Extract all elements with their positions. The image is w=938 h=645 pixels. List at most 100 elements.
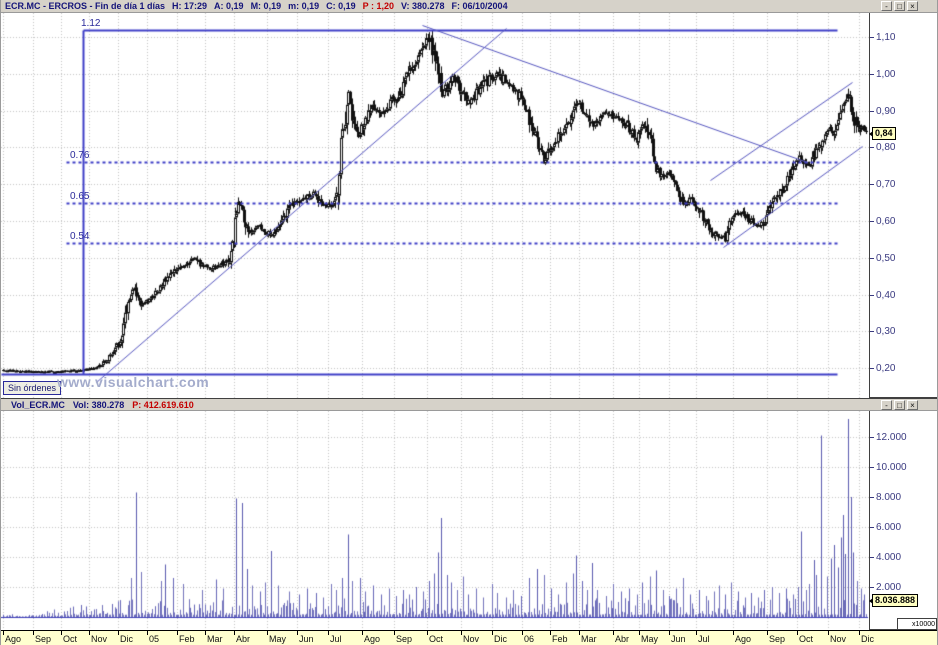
price-axis-tick-label: 0,40 (876, 289, 896, 301)
time-axis-label: Dic (120, 634, 133, 644)
price-axis-tickmark (870, 73, 874, 75)
time-axis-tickmark (297, 631, 298, 635)
close-icon[interactable]: × (907, 1, 918, 11)
volume-axis-tick-label: 6.000 (876, 522, 902, 533)
last-volume-marker: 8.036.888 (868, 594, 919, 607)
drawn-level-label: 1.12 (81, 18, 101, 29)
price-axis-tickmark (870, 147, 874, 149)
price-axis-tick-label: 0,20 (876, 363, 896, 375)
time-axis-tickmark (234, 631, 235, 635)
volume-axis-tick-label: 12.000 (876, 432, 907, 443)
sin-ordenes-button[interactable]: Sin órdenes (3, 381, 62, 395)
maximize-icon[interactable]: □ (894, 400, 905, 410)
time-axis-tickmark (147, 631, 148, 635)
maximize-icon[interactable]: □ (894, 1, 905, 11)
drawn-level-label: 0.76 (70, 150, 90, 161)
price-axis-tickmark (870, 221, 874, 222)
volume-axis-tick-label: 10.000 (876, 462, 907, 473)
time-axis-tickmark (328, 631, 329, 635)
time-axis-label: 05 (149, 634, 160, 644)
volume-series-name: Vol_ECR.MC (11, 399, 65, 410)
time-axis-label: Dic (494, 634, 507, 644)
time-axis-tickmark (639, 631, 640, 635)
time-axis-tickmark (613, 631, 614, 635)
time-axis-label: Sep (35, 634, 52, 644)
quote-open: A: 0,19 (214, 1, 244, 11)
time-axis-tickmark (61, 631, 62, 635)
time-axis-label: Mar (207, 634, 223, 644)
time-axis-label: Ago (364, 634, 381, 644)
quote-high: M: 0,19 (250, 1, 282, 11)
quote-p: P : 1,20 (362, 1, 394, 11)
time-axis-label: Ago (5, 634, 22, 644)
time-axis-label: Dic (861, 634, 874, 644)
volume-p-value: P: 412.619.610 (132, 399, 194, 410)
time-axis-label: Jun (671, 634, 686, 644)
price-axis-separator (869, 13, 870, 397)
time-axis-label: Oct (429, 634, 444, 644)
time-axis-tickmark (461, 631, 462, 635)
minimize-icon[interactable]: - (881, 1, 892, 11)
volume-axis-tickmark (870, 557, 874, 558)
time-axis-tickmark (267, 631, 268, 635)
time-axis-tickmark (859, 631, 860, 635)
volume-axis-tickmark (870, 467, 874, 468)
price-axis-tickmark (870, 294, 874, 296)
volume-axis-separator (869, 411, 870, 629)
volume-axis-tick-label: 2.000 (876, 582, 902, 593)
volume-axis-tickmark (870, 527, 874, 528)
time-axis-tickmark (177, 631, 178, 635)
time-axis-tickmark (522, 631, 523, 635)
price-axis-tickmark (870, 331, 874, 333)
symbol-title: ECR.MC - ERCROS - Fin de día 1 días (5, 1, 166, 11)
drawn-level-label: 0.54 (70, 231, 90, 242)
time-axis-label: Oct (799, 634, 814, 644)
close-icon[interactable]: × (907, 400, 918, 410)
last-price-marker: 0,84 (869, 126, 896, 140)
time-axis-tickmark (733, 631, 734, 635)
volume-pane: 12.000 10.000 8.000 6.000 4.000 2.000 8.036.8… (1, 411, 937, 630)
time-axis-tickmark (205, 631, 206, 635)
quote-hour: H: 17:29 (172, 1, 208, 11)
price-axis-tick-label: 1,00 (876, 68, 896, 80)
time-axis-tickmark (492, 631, 493, 635)
time-axis-label: Oct (63, 634, 78, 644)
time-axis-label: Nov (463, 634, 480, 644)
time-axis-tickmark (427, 631, 428, 635)
time-axis-label: Mar (581, 634, 597, 644)
time-axis-tickmark (118, 631, 119, 635)
volume-chart-canvas[interactable] (1, 411, 869, 630)
volume-axis-tickmark (870, 437, 874, 438)
volume-multiplier-badge: x10000 (897, 618, 937, 630)
time-axis-label: May (641, 634, 659, 644)
price-axis-tickmark (870, 257, 874, 259)
time-axis-label: May (269, 634, 287, 644)
time-axis-label: Jul (330, 634, 342, 644)
chart-window-titlebar: ECR.MC - ERCROS - Fin de día 1 días H: 1… (1, 0, 937, 13)
time-axis-tickmark (696, 631, 697, 635)
volume-axis-tickmark (870, 497, 874, 498)
time-axis-label: Feb (552, 634, 568, 644)
time-axis-tickmark (767, 631, 768, 635)
time-axis-tickmark (579, 631, 580, 635)
time-axis-tickmark (550, 631, 551, 635)
time-axis-label: Abr (236, 634, 251, 644)
time-axis-label: Jun (299, 634, 314, 644)
price-axis-tick-label: 0,90 (876, 105, 896, 117)
minimize-icon[interactable]: - (881, 400, 892, 410)
time-axis-label: Sep (769, 634, 786, 644)
price-axis-tick-label: 1,10 (876, 32, 896, 43)
time-axis-tickmark (394, 631, 395, 635)
time-axis-label: Feb (179, 634, 195, 644)
time-axis-label: Jul (698, 634, 710, 644)
volume-axis-tick-label: 4.000 (876, 552, 902, 563)
price-chart-canvas[interactable] (1, 13, 869, 398)
volume-axis-tick-label: 8.000 (876, 492, 902, 503)
price-axis-tick-label: 0,60 (876, 216, 896, 227)
time-axis-tickmark (33, 631, 34, 635)
window-controls: - □ × (881, 1, 918, 11)
time-axis-label: Sep (396, 634, 413, 644)
time-axis-label: Nov (91, 634, 108, 644)
drawn-level-label: 0.65 (70, 191, 90, 202)
